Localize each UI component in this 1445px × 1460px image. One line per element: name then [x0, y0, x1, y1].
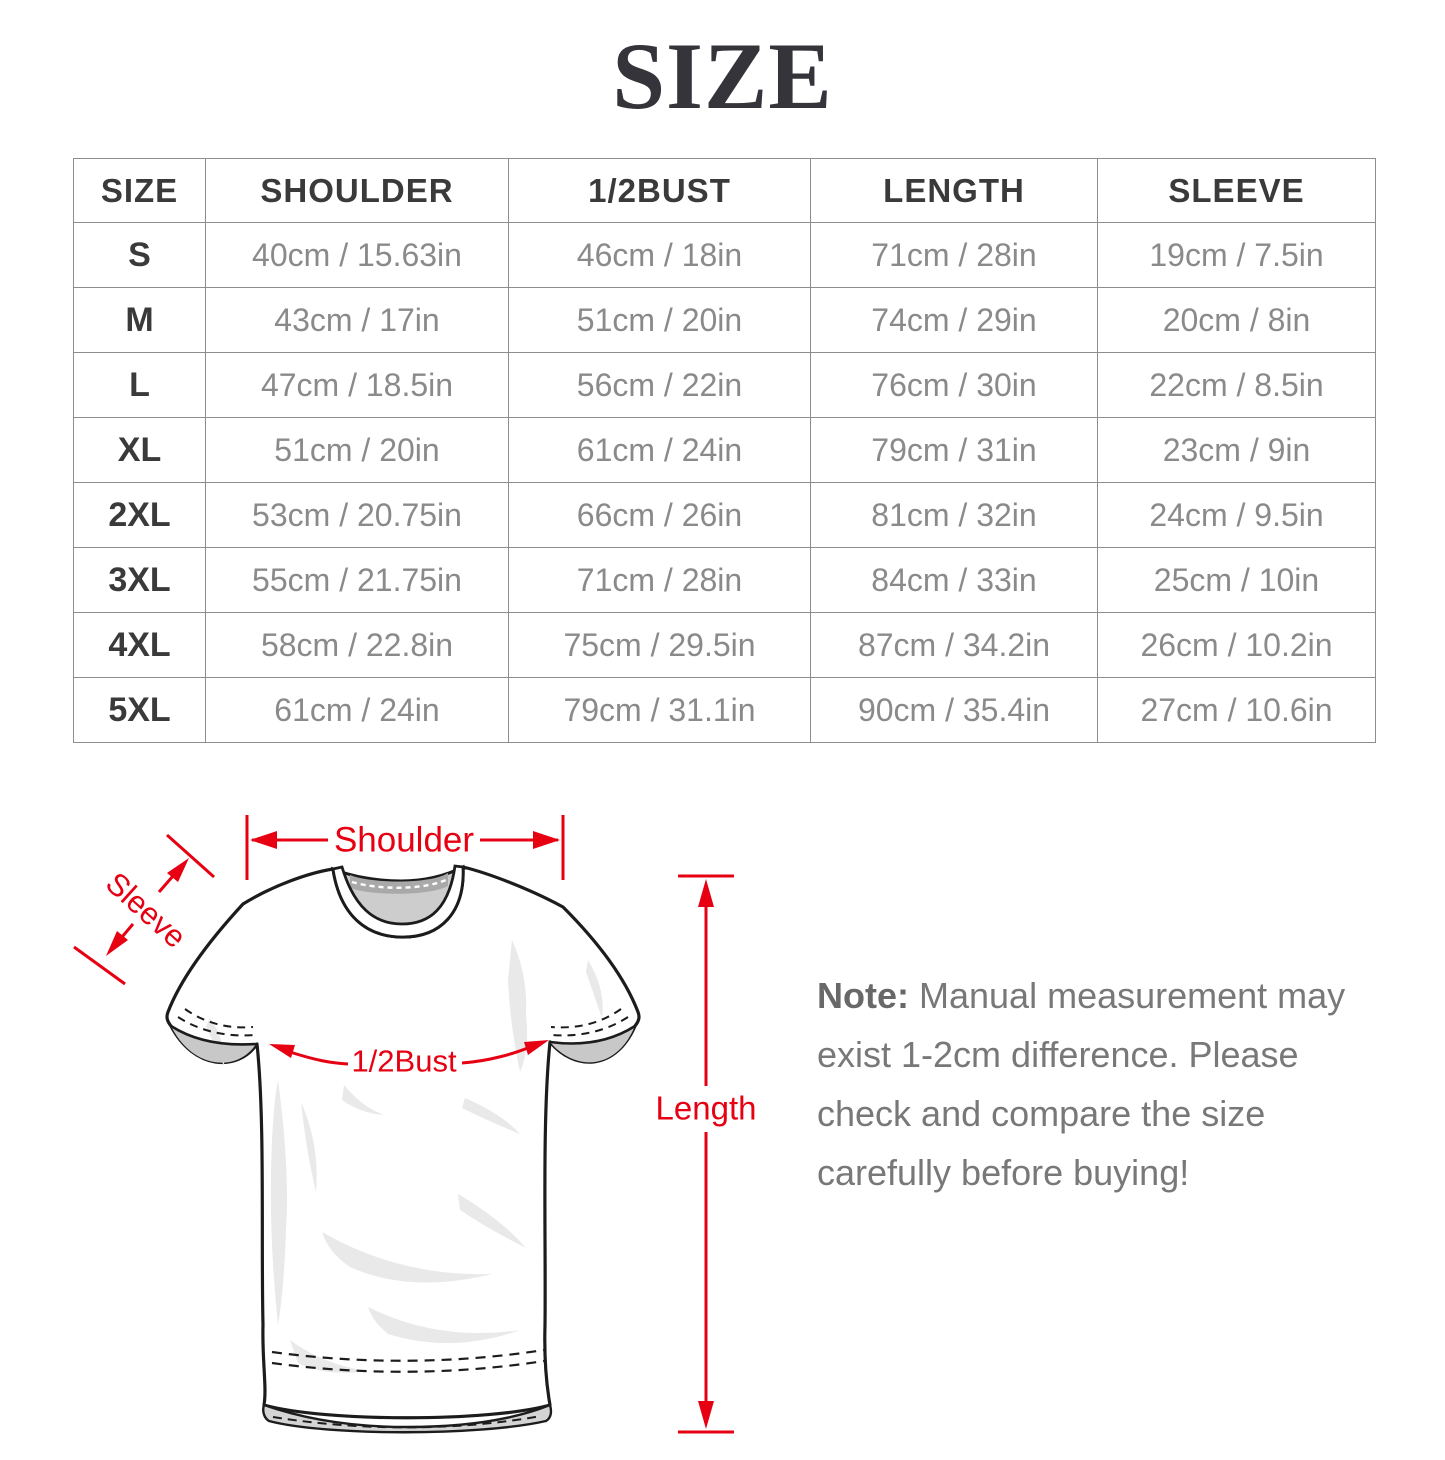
length-up-arrowhead: [698, 879, 714, 907]
shoulder-dimension: Shoulder: [245, 815, 565, 880]
collar-tape-stitch: [351, 878, 447, 889]
table-row: S 40cm / 15.63in 46cm / 18in 71cm / 28in…: [73, 222, 1376, 288]
size-cell: 4XL: [73, 612, 206, 678]
note-line: exist 1-2cm difference. Please: [817, 1034, 1299, 1075]
halfbust-cell: 75cm / 29.5in: [508, 612, 811, 678]
shoulder-right-arrowhead: [533, 831, 560, 849]
table-row: 4XL 58cm / 22.8in 75cm / 29.5in 87cm / 3…: [73, 612, 1376, 678]
note-line: check and compare the size: [817, 1093, 1266, 1134]
table-header-row: SIZE SHOULDER 1/2BUST LENGTH SLEEVE: [73, 158, 1376, 223]
table-row: 5XL 61cm / 24in 79cm / 31.1in 90cm / 35.…: [73, 677, 1376, 743]
note-line: Note: Manual measurement may: [817, 966, 1357, 1025]
halfbust-cell: 51cm / 20in: [508, 287, 811, 353]
shoulder-cell: 40cm / 15.63in: [205, 222, 509, 288]
size-chart-table: SIZE SHOULDER 1/2BUST LENGTH SLEEVE S 40…: [73, 158, 1376, 743]
table-row: 2XL 53cm / 20.75in 66cm / 26in 81cm / 32…: [73, 482, 1376, 548]
sleeve-cell: 24cm / 9.5in: [1097, 482, 1376, 548]
note-line: carefully before buying!: [817, 1152, 1190, 1193]
halfbust-cell: 79cm / 31.1in: [508, 677, 811, 743]
halfbust-cell: 56cm / 22in: [508, 352, 811, 418]
shoulder-cell: 43cm / 17in: [205, 287, 509, 353]
shoulder-cell: 61cm / 24in: [205, 677, 509, 743]
length-cell: 71cm / 28in: [810, 222, 1098, 288]
length-cell: 81cm / 32in: [810, 482, 1098, 548]
halfbust-cell: 61cm / 24in: [508, 417, 811, 483]
bottom-hem-stitch: [271, 1348, 545, 1373]
halfbust-cell: 71cm / 28in: [508, 547, 811, 613]
header-length: LENGTH: [810, 158, 1098, 223]
length-dimension: Length: [656, 874, 757, 1434]
sleeve-dimension: Sleeve: [73, 833, 215, 986]
shoulder-cell: 58cm / 22.8in: [205, 612, 509, 678]
header-halfbust: 1/2BUST: [508, 158, 811, 223]
length-cell: 90cm / 35.4in: [810, 677, 1098, 743]
sleeve-cell: 20cm / 8in: [1097, 287, 1376, 353]
shoulder-label: Shoulder: [334, 821, 474, 860]
sleeve-cell: 26cm / 10.2in: [1097, 612, 1376, 678]
sleeve-cell: 25cm / 10in: [1097, 547, 1376, 613]
size-cell: XL: [73, 417, 206, 483]
length-label: Length: [656, 1090, 757, 1127]
size-cell: 2XL: [73, 482, 206, 548]
bust-left-arrowhead: [269, 1044, 295, 1058]
size-cell: 5XL: [73, 677, 206, 743]
shoulder-cell: 47cm / 18.5in: [205, 352, 509, 418]
collar-front-band: [331, 864, 465, 939]
bottom-hem-roll-stitch: [272, 1415, 542, 1429]
halfbust-cell: 66cm / 26in: [508, 482, 811, 548]
shoulder-cell: 53cm / 20.75in: [205, 482, 509, 548]
shoulder-cell: 51cm / 20in: [205, 417, 509, 483]
sleeve-top-tick: [166, 833, 215, 879]
note-label: Note:: [817, 975, 909, 1016]
length-cell: 84cm / 33in: [810, 547, 1098, 613]
shoulder-cell: 55cm / 21.75in: [205, 547, 509, 613]
measurement-note: Note: Manual measurement may exist 1-2cm …: [817, 966, 1357, 1202]
table-row: XL 51cm / 20in 61cm / 24in 79cm / 31in 2…: [73, 417, 1376, 483]
tshirt-illustration: [165, 864, 641, 1434]
bust-label: 1/2Bust: [351, 1044, 457, 1079]
fabric-wrinkles: [206, 940, 603, 1373]
length-cell: 74cm / 29in: [810, 287, 1098, 353]
header-shoulder: SHOULDER: [205, 158, 509, 223]
right-cuff-rim: [549, 1024, 636, 1045]
sleeve-cell: 19cm / 7.5in: [1097, 222, 1376, 288]
left-cuff-stitch: [177, 1008, 255, 1037]
right-cuff-stitch: [550, 1008, 629, 1037]
sleeve-cell: 23cm / 9in: [1097, 417, 1376, 483]
size-cell: 3XL: [73, 547, 206, 613]
table-row: 3XL 55cm / 21.75in 71cm / 28in 84cm / 33…: [73, 547, 1376, 613]
header-sleeve: SLEEVE: [1097, 158, 1376, 223]
bust-right-arrowhead: [524, 1040, 549, 1055]
sleeve-cell: 27cm / 10.6in: [1097, 677, 1376, 743]
table-row: L 47cm / 18.5in 56cm / 22in 76cm / 30in …: [73, 352, 1376, 418]
collar-back-tape: [350, 873, 448, 894]
size-cell: M: [73, 287, 206, 353]
sleeve-bottom-tick: [73, 945, 126, 986]
sleeve-cell: 22cm / 8.5in: [1097, 352, 1376, 418]
length-cell: 87cm / 34.2in: [810, 612, 1098, 678]
length-down-arrowhead: [698, 1401, 714, 1429]
left-cuff-rim: [170, 1024, 257, 1046]
note-text: Manual measurement may: [919, 975, 1346, 1016]
length-cell: 76cm / 30in: [810, 352, 1098, 418]
header-size: SIZE: [73, 158, 206, 223]
halfbust-cell: 46cm / 18in: [508, 222, 811, 288]
right-cuff-inside: [550, 1026, 635, 1063]
size-cell: L: [73, 352, 206, 418]
left-cuff-inside: [171, 1026, 256, 1063]
bust-dimension: 1/2Bust: [269, 1040, 549, 1079]
table-row: M 43cm / 17in 51cm / 20in 74cm / 29in 20…: [73, 287, 1376, 353]
length-cell: 79cm / 31in: [810, 417, 1098, 483]
shoulder-left-arrowhead: [250, 831, 277, 849]
size-cell: S: [73, 222, 206, 288]
tshirt-measurement-diagram: Shoulder Sleeve 1/2Bust Length: [73, 815, 757, 1434]
page-title: SIZE: [612, 23, 833, 129]
